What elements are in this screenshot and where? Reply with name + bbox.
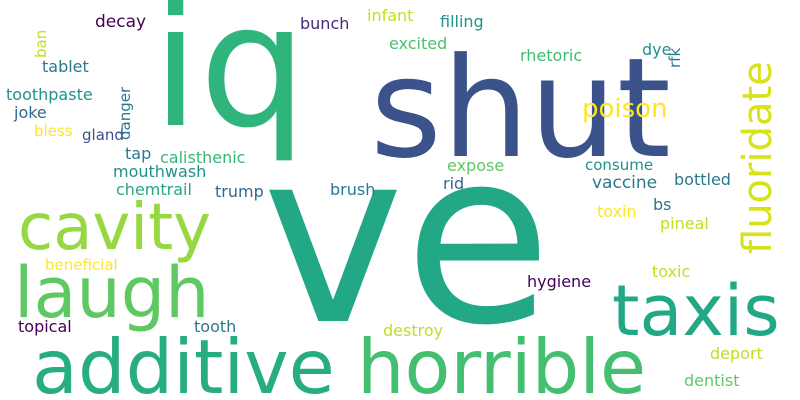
- word-rhetoric: rhetoric: [520, 46, 583, 65]
- word-trump: trump: [215, 182, 264, 201]
- word-tooth: tooth: [194, 317, 237, 336]
- word-infant: infant: [367, 6, 414, 25]
- word-brush: brush: [330, 180, 376, 199]
- word-horrible: horrible: [357, 323, 647, 400]
- word-rfk: rfk: [666, 47, 684, 68]
- word-toxic: toxic: [652, 262, 691, 281]
- word-cavity: cavity: [18, 191, 212, 265]
- word-dentist: dentist: [684, 371, 740, 390]
- word-bottled: bottled: [674, 170, 731, 189]
- word-fluoridate: fluoridate: [735, 61, 781, 254]
- word-rid: rid: [443, 174, 465, 193]
- word-deport: deport: [710, 344, 763, 363]
- word-topical: topical: [18, 317, 72, 336]
- word-shut: shut: [370, 28, 671, 189]
- word-laugh: laugh: [14, 252, 210, 334]
- word-excited: excited: [389, 34, 448, 53]
- word-vaccine: vaccine: [592, 173, 658, 193]
- word-poison: poison: [582, 94, 668, 124]
- word-iq: iq: [152, 0, 308, 166]
- word-chemtrail: chemtrail: [116, 180, 192, 199]
- word-bunch: bunch: [300, 14, 350, 33]
- word-joke: joke: [14, 103, 47, 122]
- word-beneficial: beneficial: [45, 256, 118, 274]
- word-additive: additive: [32, 323, 335, 400]
- word-taxis: taxis: [612, 270, 780, 352]
- word-gland: gland: [82, 126, 124, 144]
- word-expose: expose: [447, 156, 505, 175]
- word-tablet: tablet: [42, 57, 89, 76]
- word-destroy: destroy: [383, 321, 444, 340]
- word-dye: dye: [642, 40, 672, 59]
- word-mouthwash: mouthwash: [113, 162, 207, 181]
- word-bs: bs: [653, 195, 672, 214]
- word-tap: tap: [125, 144, 152, 163]
- word-ve: ve: [262, 98, 552, 378]
- word-toothpaste: toothpaste: [6, 85, 93, 104]
- word-consume: consume: [585, 156, 654, 174]
- word-bless: bless: [34, 122, 73, 140]
- word-pineal: pineal: [660, 214, 709, 233]
- word-filling: filling: [440, 12, 484, 31]
- word-decay: decay: [95, 12, 147, 32]
- word-ban: ban: [32, 29, 50, 58]
- word-hygiene: hygiene: [527, 272, 592, 291]
- word-calisthenic: calisthenic: [160, 148, 246, 167]
- word-toxin: toxin: [597, 202, 637, 221]
